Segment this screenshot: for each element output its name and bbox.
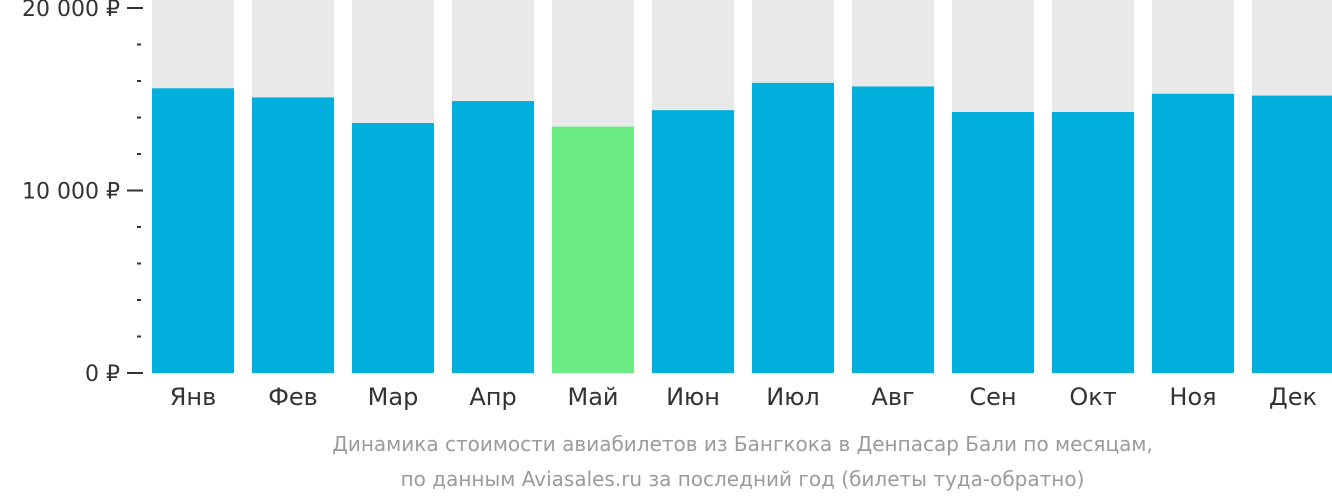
bar-8 xyxy=(952,112,1034,374)
x-tick-label-2: Мар xyxy=(368,383,419,411)
bar-5 xyxy=(652,110,734,373)
chart-caption-line-2: по данным Aviasales.ru за последний год … xyxy=(400,467,1085,491)
y-tick-label-2: 20 000 ₽ xyxy=(22,0,120,22)
bar-9 xyxy=(1052,112,1134,374)
chart-caption-line-1: Динамика стоимости авиабилетов из Бангко… xyxy=(332,432,1153,456)
bar-6 xyxy=(752,82,834,373)
bar-4 xyxy=(552,126,634,373)
y-tick-label-1: 10 000 ₽ xyxy=(22,180,120,205)
x-tick-label-1: Фев xyxy=(268,383,318,411)
bars xyxy=(152,82,1332,374)
x-tick-label-6: Июл xyxy=(766,383,820,411)
x-tick-label-3: Апр xyxy=(469,383,516,411)
x-tick-label-8: Сен xyxy=(969,383,1016,411)
price-bar-chart: 0 ₽ 10 000 ₽ 20 000 ₽ Янв Фев Мар Апр Май Июн Ию… xyxy=(22,0,1332,411)
x-tick-label-11: Дек xyxy=(1269,383,1317,411)
x-tick-label-4: Май xyxy=(567,383,618,411)
bar-1 xyxy=(252,97,334,374)
x-tick-label-5: Июн xyxy=(666,383,720,411)
x-tick-label-7: Авг xyxy=(871,383,914,411)
bar-7 xyxy=(852,86,934,373)
bar-3 xyxy=(452,101,534,373)
y-axis: 0 ₽ 10 000 ₽ 20 000 ₽ xyxy=(22,0,143,387)
y-tick-label-0: 0 ₽ xyxy=(85,362,120,387)
bar-2 xyxy=(352,122,434,373)
bar-0 xyxy=(152,88,234,374)
x-tick-label-10: Ноя xyxy=(1169,383,1216,411)
x-tick-label-0: Янв xyxy=(170,383,217,411)
bar-10 xyxy=(1152,93,1234,374)
x-axis: Янв Фев Мар Апр Май Июн Июл Авг Сен Окт Ноя Дек xyxy=(170,383,1317,411)
bar-11 xyxy=(1252,95,1332,373)
x-tick-label-9: Окт xyxy=(1069,383,1116,411)
